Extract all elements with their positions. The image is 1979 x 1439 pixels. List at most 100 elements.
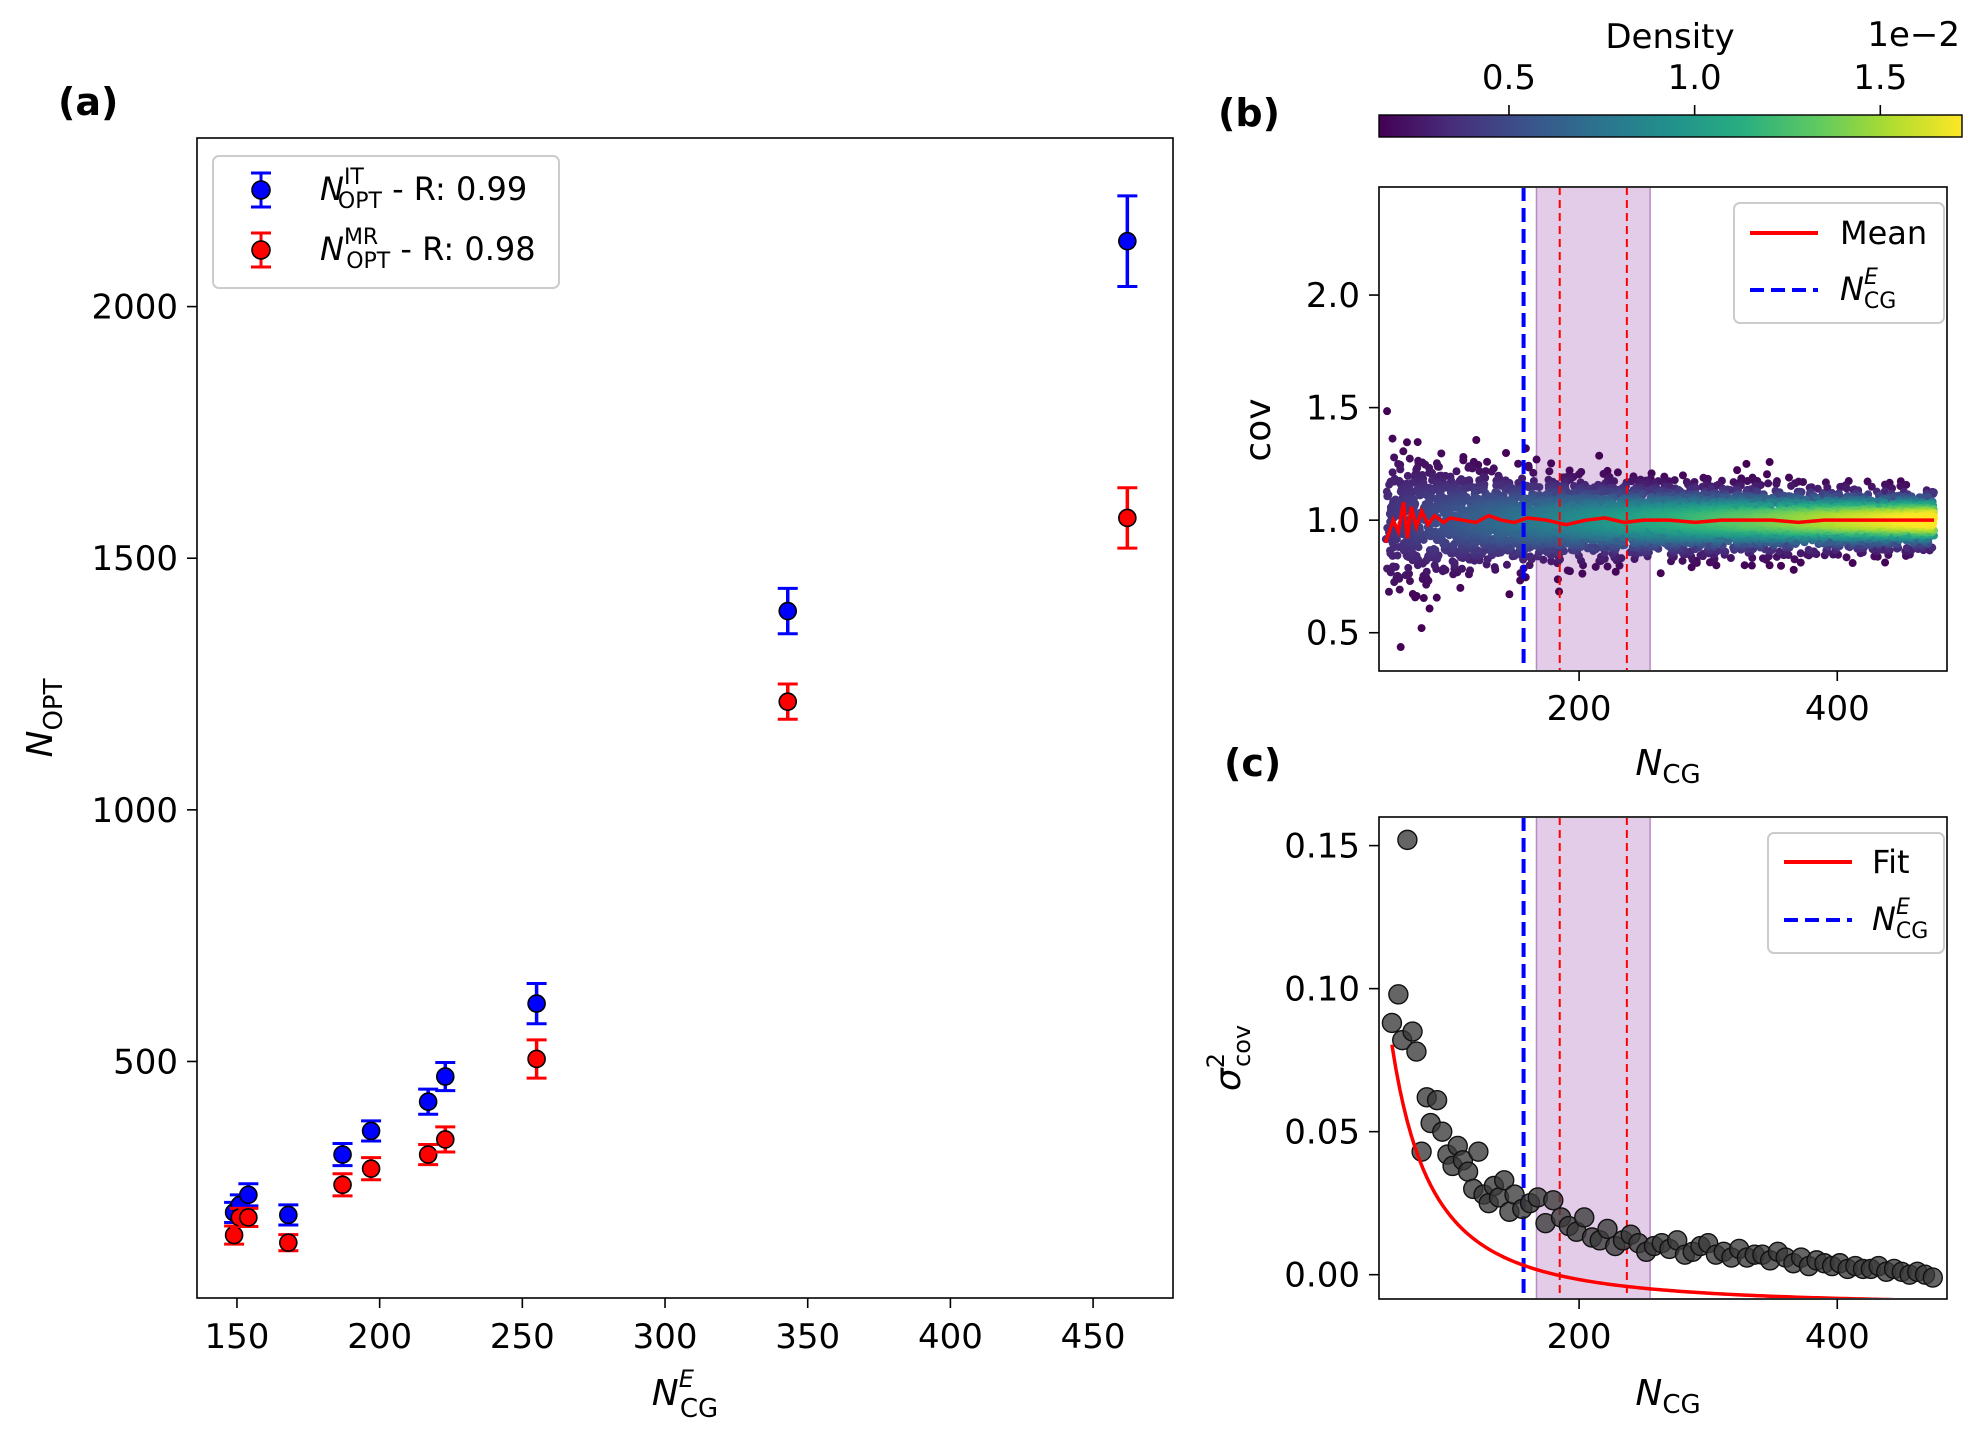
data-marker (361, 1159, 381, 1178)
density-point (1416, 491, 1425, 500)
data-marker (224, 1225, 244, 1245)
panel-b-shaded-band (1535, 188, 1651, 670)
density-point (1432, 593, 1441, 602)
density-point (1383, 492, 1392, 501)
a-xtick-label: 450 (1061, 1317, 1126, 1357)
a-point-it (238, 1182, 259, 1208)
density-point (1610, 477, 1619, 486)
a-point-mr (777, 682, 798, 721)
density-point (1505, 590, 1514, 599)
density-point (1547, 557, 1556, 566)
a-point-mr (435, 1125, 456, 1154)
density-point (1452, 467, 1461, 476)
panel-label-c: (c) (1224, 741, 1281, 785)
density-point (1595, 451, 1604, 460)
density-point (1524, 463, 1533, 472)
a-xtick-label: 150 (205, 1317, 270, 1357)
density-point (1430, 561, 1439, 570)
density-point (1740, 561, 1749, 570)
density-point (1434, 462, 1443, 471)
density-point (1514, 478, 1523, 487)
density-point (1437, 449, 1446, 458)
density-point (1764, 479, 1773, 488)
density-point (1603, 562, 1612, 571)
density-point (1468, 464, 1477, 473)
a-point-mr (526, 1038, 547, 1080)
panel-a-legend-frame (212, 155, 560, 289)
density-point (1656, 569, 1665, 578)
a-point-it (332, 1142, 353, 1168)
density-point (1417, 624, 1426, 633)
density-point (1678, 471, 1687, 480)
data-marker (418, 1092, 438, 1112)
density-point (1439, 564, 1448, 573)
density-point (1385, 480, 1394, 489)
a-ytick-label: 2000 (91, 288, 178, 328)
data-marker (1118, 508, 1137, 528)
data-marker (239, 1208, 258, 1227)
density-point (1867, 482, 1876, 491)
density-point (1775, 547, 1784, 556)
density-point (1842, 553, 1851, 562)
density-point (1772, 479, 1781, 488)
a-ytick-label: 1000 (91, 791, 178, 831)
density-point (1526, 552, 1535, 561)
panel-b-density-points (1381, 407, 1939, 652)
density-point (1419, 594, 1428, 603)
density-point (1437, 527, 1446, 536)
density-point (1563, 566, 1572, 575)
panel-a-data-marks (224, 194, 1138, 1253)
density-point (1743, 477, 1752, 486)
density-point (1395, 585, 1404, 594)
density-point (1799, 478, 1808, 487)
density-point (1393, 551, 1402, 560)
a-point-it (361, 1119, 382, 1143)
legend-it-marker (251, 171, 271, 209)
density-point (1529, 468, 1538, 477)
density-point (1842, 484, 1851, 493)
density-point (1880, 487, 1889, 496)
a-point-mr (361, 1156, 382, 1182)
density-point (1836, 482, 1845, 491)
density-point (1514, 459, 1523, 468)
a-ytick-label: 500 (113, 1042, 178, 1082)
density-point (1404, 563, 1413, 572)
density-point (1545, 467, 1554, 476)
density-point (1490, 563, 1499, 572)
density-point (1456, 583, 1465, 592)
density-point (1383, 407, 1392, 416)
panel-label-a: (a) (58, 80, 118, 124)
density-point (1399, 447, 1408, 456)
density-point (1790, 555, 1799, 564)
density-point (1422, 567, 1431, 576)
a-point-mr (278, 1233, 299, 1253)
data-marker (527, 1049, 546, 1069)
a-xtick-label: 200 (347, 1317, 412, 1357)
a-point-mr (1117, 486, 1138, 550)
density-point (1384, 587, 1393, 596)
legend-mr-label: NMR OPT - R: 0.98 (320, 225, 536, 274)
a-point-it (278, 1203, 299, 1227)
density-point (1429, 545, 1438, 554)
panel-a-x-label: NE CG (652, 1365, 718, 1424)
density-point (1796, 549, 1805, 558)
a-xtick-label: 350 (775, 1317, 840, 1357)
density-point (1747, 561, 1756, 570)
a-xtick-label: 400 (918, 1317, 983, 1357)
density-point (1547, 459, 1556, 468)
density-point (1532, 455, 1541, 464)
panel-a-x-ticks: 150 200 250 300 350 400 450 (205, 1298, 1126, 1357)
data-marker (333, 1175, 352, 1195)
density-point (1784, 473, 1793, 482)
panel-a-y-label: NOPT (20, 678, 69, 757)
density-point (1613, 468, 1622, 477)
panel-label-b: (b) (1218, 91, 1280, 135)
data-marker (239, 1185, 258, 1205)
panel-a-axes (196, 137, 1174, 1299)
data-marker (361, 1121, 381, 1141)
density-point (1474, 460, 1483, 469)
density-point (1765, 458, 1774, 467)
data-marker (435, 1067, 455, 1086)
a-point-mr (224, 1224, 245, 1246)
